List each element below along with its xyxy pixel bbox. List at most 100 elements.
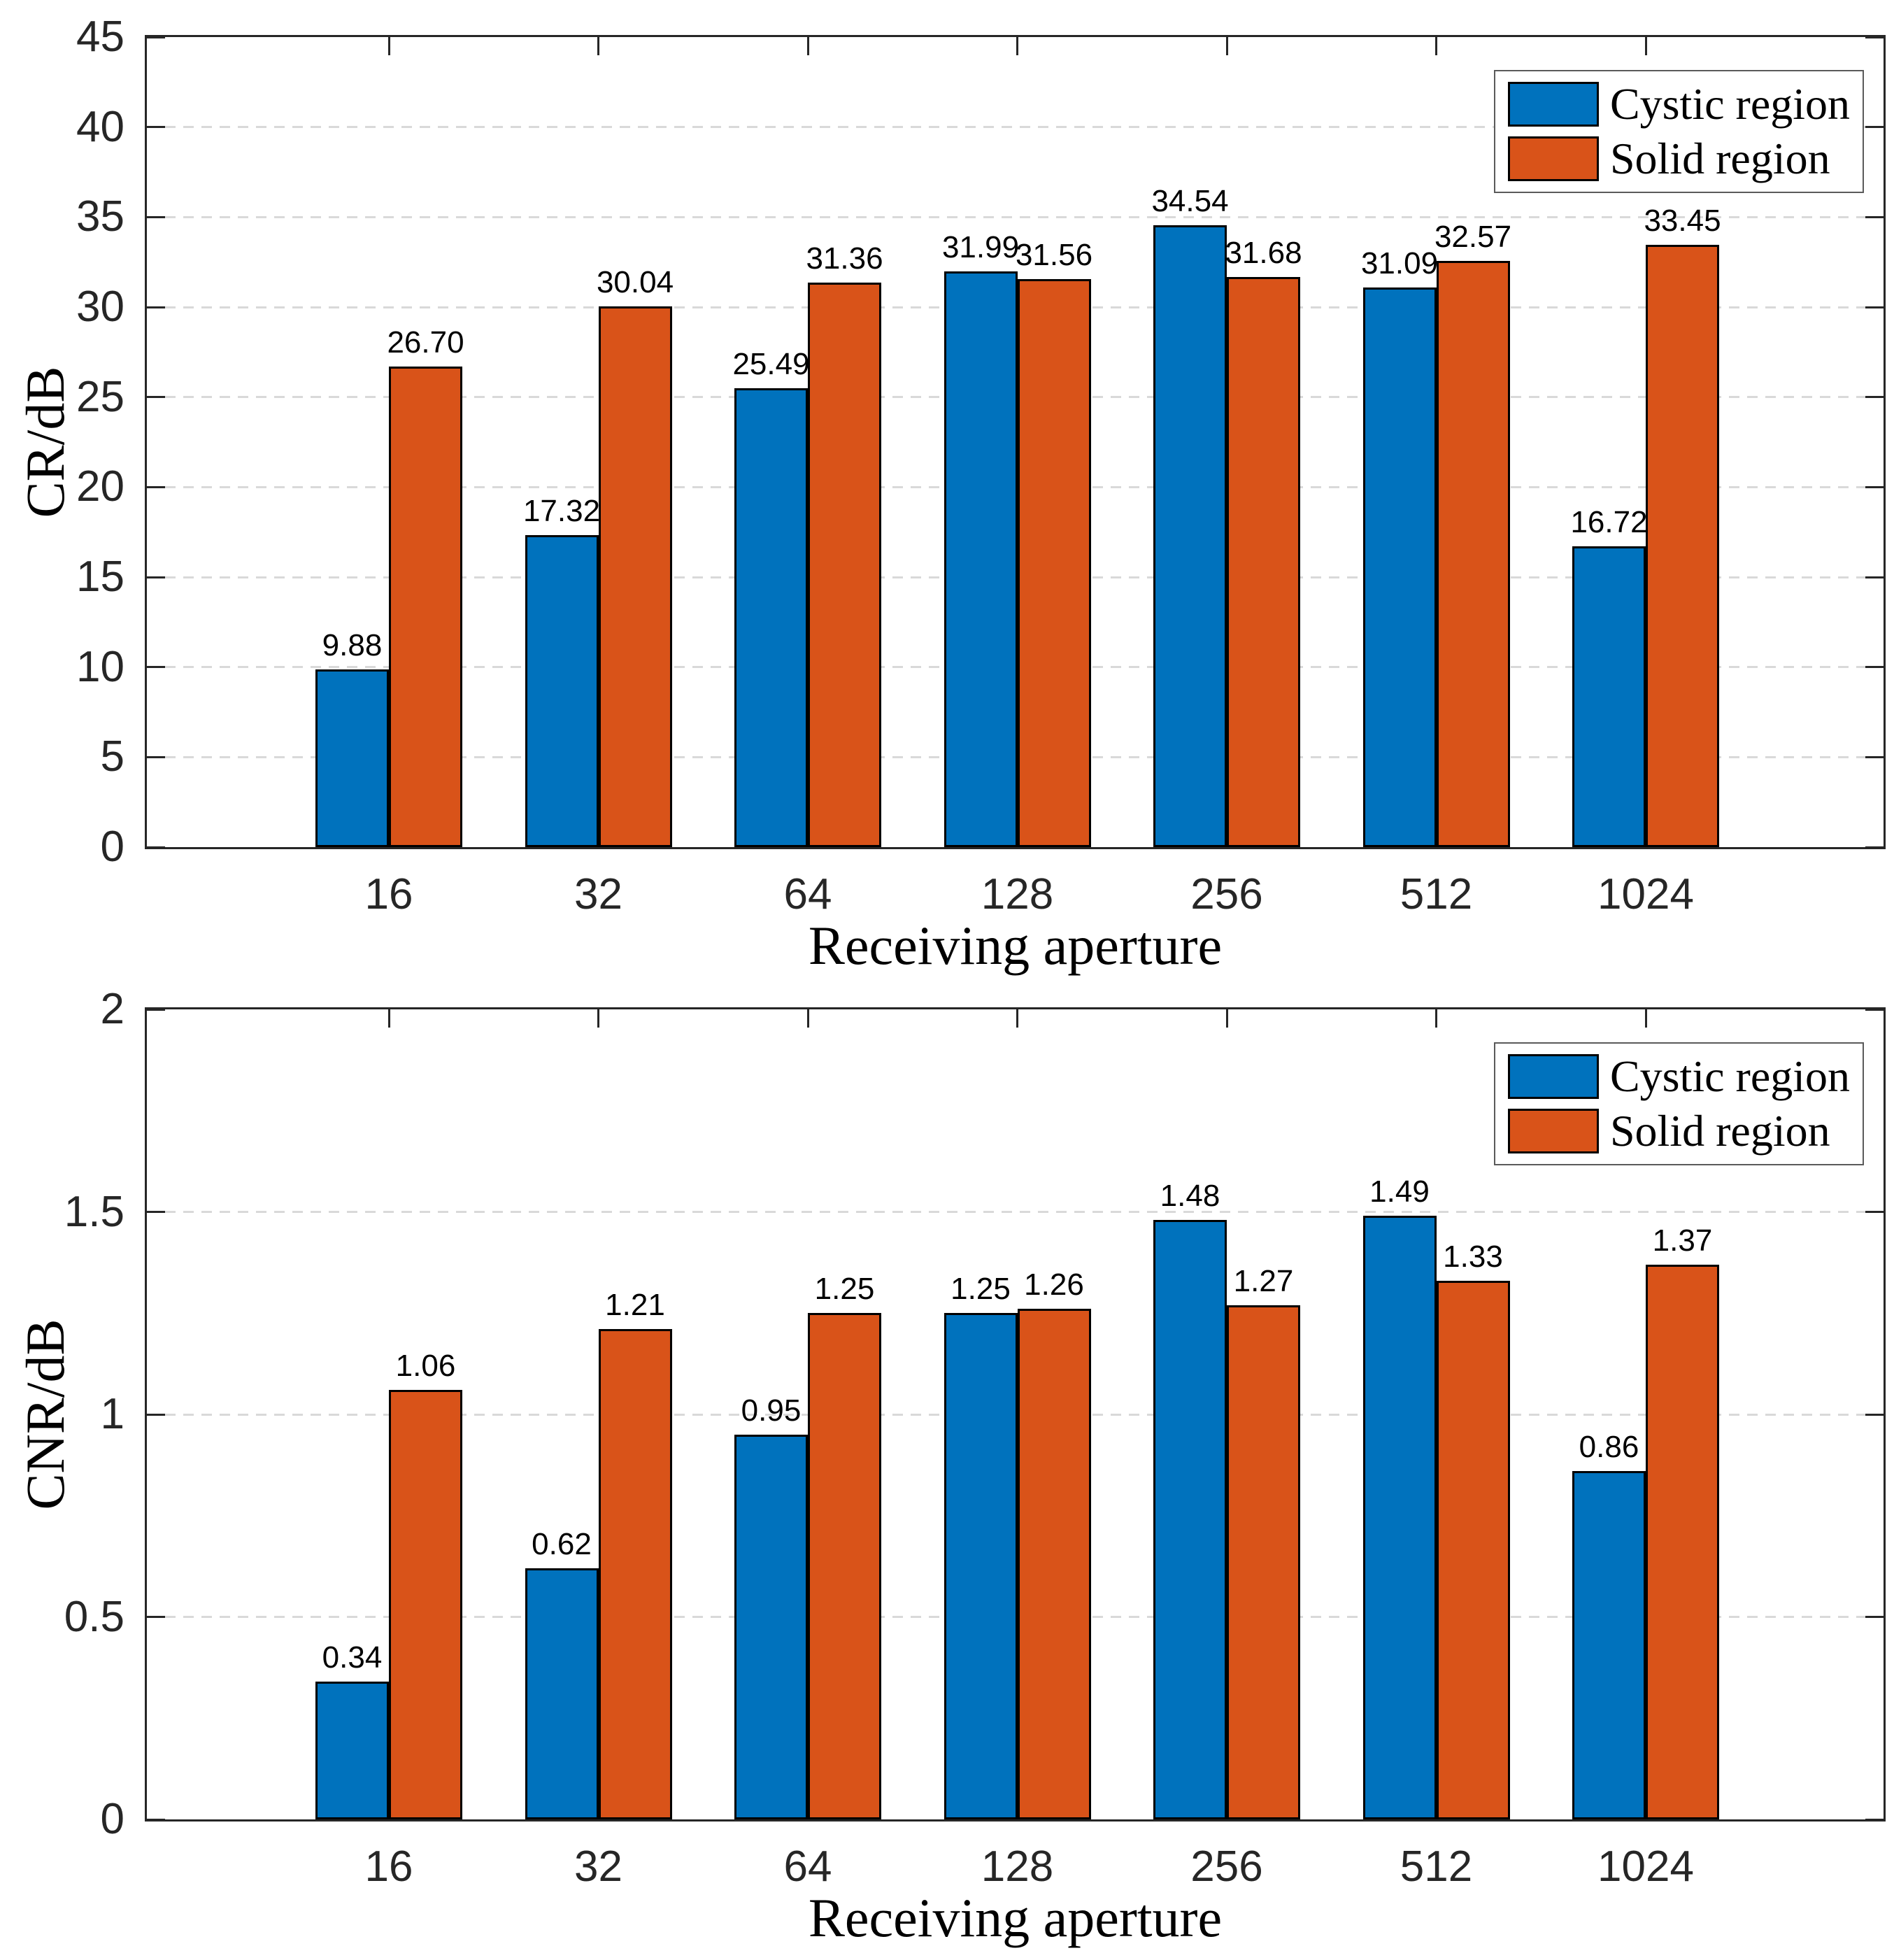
legend-item-cystic: Cystic region bbox=[1507, 79, 1850, 129]
y-tick-label: 1.5 bbox=[64, 1187, 124, 1236]
x-tick-label: 64 bbox=[783, 870, 832, 918]
cystic-region-swatch-icon bbox=[1507, 1054, 1599, 1099]
bar-value-label-cystic-32: 17.32 bbox=[522, 494, 601, 529]
bar-value-label-solid-512: 1.33 bbox=[1443, 1239, 1503, 1274]
bar-value-label-cystic-1024: 0.86 bbox=[1579, 1430, 1639, 1465]
y-gridline bbox=[147, 126, 1884, 129]
bar-value-label-cystic-16: 0.34 bbox=[322, 1640, 383, 1675]
bar-value-label-solid-512: 32.57 bbox=[1434, 219, 1512, 254]
y-tick-left bbox=[147, 1413, 165, 1416]
bar-value-label-solid-128: 31.56 bbox=[1015, 237, 1093, 272]
bar-cystic-128 bbox=[944, 271, 1018, 847]
bar-value-label-cystic-512: 31.09 bbox=[1360, 246, 1439, 280]
legend-label-cystic: Cystic region bbox=[1609, 79, 1850, 129]
bar-value-label-cystic-256: 1.48 bbox=[1160, 1179, 1220, 1214]
y-tick-right bbox=[1865, 306, 1884, 308]
x-tick-label: 256 bbox=[1190, 870, 1263, 918]
y-tick-left bbox=[147, 396, 165, 399]
bar-value-label-solid-32: 30.04 bbox=[596, 264, 674, 299]
bar-solid-1024 bbox=[1646, 245, 1719, 847]
bar-value-label-cystic-16: 9.88 bbox=[322, 627, 383, 662]
y-tick-label: 0 bbox=[100, 1795, 124, 1843]
y-tick-left bbox=[147, 215, 165, 218]
bar-value-label-cystic-256: 34.54 bbox=[1151, 184, 1229, 219]
bar-value-label-solid-128: 1.26 bbox=[1024, 1267, 1084, 1302]
x-tick-top bbox=[387, 37, 390, 55]
y-tick-right bbox=[1865, 215, 1884, 218]
x-tick-top bbox=[597, 1009, 599, 1028]
bar-cystic-1024 bbox=[1572, 546, 1646, 847]
legend-item-solid: Solid region bbox=[1507, 134, 1850, 183]
legend-label-solid: Solid region bbox=[1609, 134, 1830, 183]
x-tick-top bbox=[806, 37, 809, 55]
x-tick-top bbox=[1644, 1009, 1647, 1028]
y-tick-left bbox=[147, 485, 165, 488]
bar-value-label-cystic-128: 1.25 bbox=[950, 1272, 1011, 1307]
bar-cystic-512 bbox=[1362, 287, 1437, 847]
y-tick-right bbox=[1865, 1008, 1884, 1011]
bar-value-label-solid-1024: 33.45 bbox=[1644, 204, 1721, 239]
bar-value-label-solid-16: 26.70 bbox=[387, 325, 464, 360]
bar-cystic-32 bbox=[525, 535, 599, 847]
cnr-x-axis-label: Receiving aperture bbox=[808, 1887, 1223, 1948]
x-tick-label: 512 bbox=[1400, 870, 1473, 918]
bar-solid-32 bbox=[598, 1329, 672, 1819]
bar-cystic-64 bbox=[734, 388, 808, 847]
x-tick-top bbox=[1435, 1009, 1437, 1028]
bar-solid-1024 bbox=[1646, 1264, 1719, 1819]
y-tick-right bbox=[1865, 846, 1884, 848]
bar-value-label-cystic-1024: 16.72 bbox=[1570, 504, 1648, 539]
x-tick-label: 64 bbox=[783, 1842, 832, 1891]
y-tick-label: 10 bbox=[76, 642, 124, 691]
y-gridline bbox=[147, 1211, 1884, 1213]
y-tick-right bbox=[1865, 36, 1884, 38]
y-tick-right bbox=[1865, 1616, 1884, 1618]
x-tick-label: 512 bbox=[1400, 1842, 1473, 1891]
y-tick-right bbox=[1865, 576, 1884, 578]
bar-solid-128 bbox=[1017, 1309, 1091, 1819]
x-tick-top bbox=[1016, 1009, 1018, 1028]
x-tick-top bbox=[1225, 1009, 1228, 1028]
y-tick-label: 45 bbox=[76, 13, 124, 61]
bar-solid-32 bbox=[598, 306, 672, 847]
x-tick-label: 128 bbox=[981, 1842, 1054, 1891]
x-tick-top bbox=[806, 1009, 809, 1028]
bar-value-label-solid-32: 1.21 bbox=[605, 1288, 665, 1323]
cr-plot-area: CR/dB Receiving aperture Cystic region S… bbox=[15, 15, 1886, 976]
bar-cystic-128 bbox=[944, 1313, 1018, 1819]
x-tick-label: 32 bbox=[574, 870, 622, 918]
y-tick-left bbox=[147, 126, 165, 129]
x-tick-top bbox=[387, 1009, 390, 1028]
bar-solid-64 bbox=[808, 283, 881, 847]
y-tick-label: 2 bbox=[100, 985, 124, 1033]
x-tick-label: 16 bbox=[364, 870, 413, 918]
legend-label-solid: Solid region bbox=[1609, 1106, 1830, 1156]
y-tick-label: 25 bbox=[76, 372, 124, 421]
y-tick-right bbox=[1865, 396, 1884, 399]
y-tick-label: 0.5 bbox=[64, 1592, 124, 1641]
y-tick-label: 1 bbox=[100, 1390, 124, 1438]
bar-solid-256 bbox=[1227, 276, 1300, 847]
bar-value-label-cystic-64: 25.49 bbox=[732, 347, 810, 382]
x-tick-top bbox=[1644, 37, 1647, 55]
legend-item-solid: Solid region bbox=[1507, 1106, 1850, 1156]
y-tick-right bbox=[1865, 1818, 1884, 1821]
bar-value-label-cystic-32: 0.62 bbox=[532, 1527, 592, 1562]
bar-value-label-solid-1024: 1.37 bbox=[1652, 1223, 1713, 1258]
bar-solid-16 bbox=[389, 1390, 462, 1819]
x-tick-label: 16 bbox=[364, 1842, 413, 1891]
bar-value-label-cystic-64: 0.95 bbox=[741, 1393, 802, 1428]
bar-solid-128 bbox=[1017, 278, 1091, 847]
bar-cystic-32 bbox=[525, 1568, 599, 1819]
y-tick-label: 20 bbox=[76, 462, 124, 511]
bar-solid-256 bbox=[1227, 1305, 1300, 1819]
x-tick-label: 1024 bbox=[1597, 870, 1694, 918]
bar-solid-16 bbox=[389, 366, 462, 847]
solid-region-swatch-icon bbox=[1507, 1109, 1599, 1153]
y-tick-left bbox=[147, 666, 165, 669]
bar-value-label-solid-256: 31.68 bbox=[1225, 235, 1302, 270]
y-tick-left bbox=[147, 1818, 165, 1821]
y-tick-label: 5 bbox=[100, 732, 124, 781]
